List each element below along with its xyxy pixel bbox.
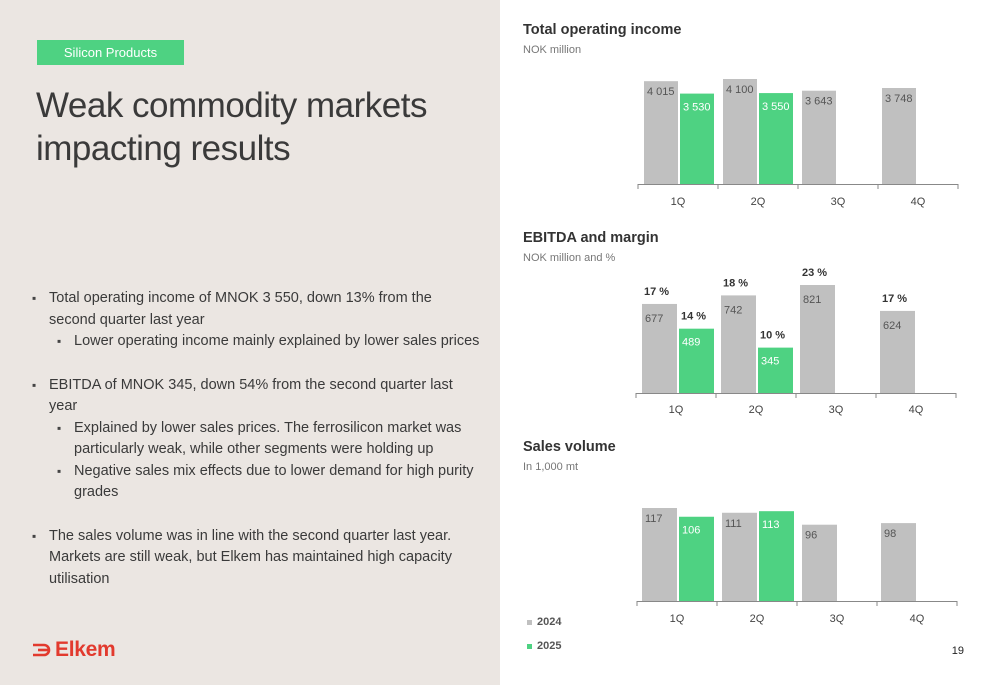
bar	[679, 328, 714, 393]
bar	[759, 93, 793, 184]
category-label: 4Q	[910, 613, 925, 625]
elkem-logo: Elkem	[32, 638, 116, 662]
category-label: 3Q	[829, 404, 844, 416]
operating-income-chart: 4 015 4 100 3 643 3 748 3 530 3 550 1Q 2Q 3Q 4Q	[637, 79, 959, 208]
bar	[722, 512, 757, 601]
bar	[881, 523, 916, 601]
data-label: 345	[761, 356, 779, 368]
margin-label: 10 %	[760, 330, 785, 342]
bar	[802, 90, 836, 184]
category-label: 2Q	[749, 404, 764, 416]
sub-bullet-item: Explained by lower sales prices. The fer…	[32, 418, 482, 461]
bar	[644, 81, 678, 184]
ebitda-chart: 677 17 % 742 18 % 821 23 % 624 17 % 489 14 % 345 10…	[635, 267, 957, 416]
legend-swatch	[527, 643, 532, 649]
chart1-subtitle: NOK million	[523, 44, 582, 56]
chart3-subtitle: In 1,000 mt	[523, 461, 579, 473]
bar	[680, 93, 714, 184]
data-label: 821	[803, 294, 821, 306]
sub-bullet-item: Lower operating income mainly explained …	[32, 331, 482, 353]
section-tag: Silicon Products	[37, 40, 184, 65]
legend-item-2024: 2024	[527, 616, 561, 628]
bar	[642, 508, 677, 601]
category-label: 2Q	[750, 613, 765, 625]
category-label: 1Q	[670, 613, 685, 625]
bar	[759, 511, 794, 601]
category-label: 3Q	[831, 196, 846, 208]
category-label: 4Q	[909, 404, 924, 416]
category-label: 1Q	[671, 196, 686, 208]
chart3-title: Sales volume	[523, 439, 616, 455]
bullet-item: EBITDA of MNOK 345, down 54% from the se…	[32, 375, 482, 418]
data-label: 4 100	[726, 84, 754, 96]
margin-label: 14 %	[681, 311, 706, 323]
legend-item-2025: 2025	[527, 640, 561, 652]
bar	[880, 310, 915, 393]
bullet-item: Total operating income of MNOK 3 550, do…	[32, 288, 482, 331]
margin-label: 18 %	[723, 277, 748, 289]
bullet-item: The sales volume was in line with the se…	[32, 526, 482, 591]
chart1-title: Total operating income	[523, 22, 682, 38]
sales-volume-chart: 117 111 96 98 106 113 1Q 2Q 3Q 4Q	[636, 508, 958, 625]
data-label: 4 015	[647, 86, 675, 98]
elkem-logo-icon	[33, 643, 51, 656]
data-label: 624	[883, 320, 901, 332]
sub-bullet-item: Negative sales mix effects due to lower …	[32, 461, 482, 504]
bar	[723, 79, 757, 184]
data-label: 106	[682, 525, 700, 537]
data-label: 742	[724, 304, 742, 316]
data-label: 3 550	[762, 101, 790, 113]
data-label: 3 643	[805, 96, 833, 108]
legend-swatch	[527, 619, 532, 625]
page-number: 19	[951, 645, 964, 657]
margin-label: 17 %	[882, 293, 907, 305]
bar	[882, 88, 916, 184]
data-label: 117	[645, 513, 663, 525]
bar	[800, 285, 835, 393]
data-label: 113	[762, 519, 780, 531]
category-label: 1Q	[669, 404, 684, 416]
data-label: 677	[645, 313, 663, 325]
bullet-list: Total operating income of MNOK 3 550, do…	[32, 288, 482, 590]
data-label: 3 530	[683, 102, 711, 114]
bar	[642, 303, 677, 393]
category-label: 3Q	[830, 613, 845, 625]
legend-label: 2025	[537, 640, 562, 652]
bar	[802, 524, 837, 601]
margin-label: 17 %	[644, 286, 669, 298]
category-label: 2Q	[751, 196, 766, 208]
data-label: 98	[884, 528, 896, 540]
category-label: 4Q	[911, 196, 926, 208]
bar	[721, 295, 756, 393]
legend-label: 2024	[537, 616, 562, 628]
margin-label: 23 %	[802, 267, 827, 279]
data-label: 489	[682, 337, 700, 349]
data-label: 111	[725, 518, 742, 530]
data-label: 96	[805, 530, 817, 542]
chart2-title: EBITDA and margin	[523, 230, 659, 246]
slide-headline: Weak commodity markets impacting results	[36, 86, 427, 168]
bar	[679, 516, 714, 601]
bar	[758, 347, 793, 393]
logo-text: Elkem	[55, 638, 116, 661]
data-label: 3 748	[885, 93, 913, 105]
chart2-subtitle: NOK million and %	[523, 252, 616, 264]
